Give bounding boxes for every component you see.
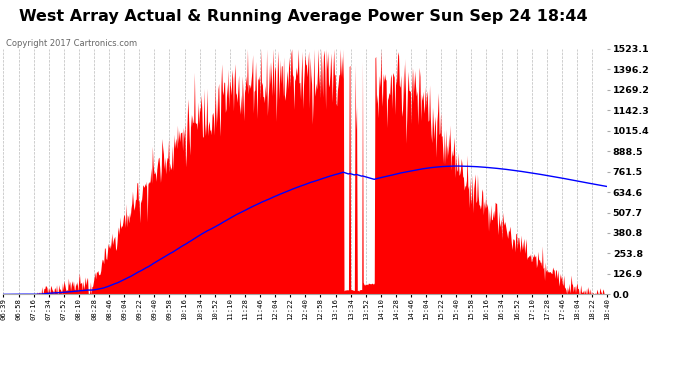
Text: Copyright 2017 Cartronics.com: Copyright 2017 Cartronics.com bbox=[6, 39, 137, 48]
Text: West Array  (DC Watts): West Array (DC Watts) bbox=[546, 36, 659, 45]
Text: West Array Actual & Running Average Power Sun Sep 24 18:44: West Array Actual & Running Average Powe… bbox=[19, 9, 588, 24]
Text: Average  (DC Watts): Average (DC Watts) bbox=[415, 36, 515, 45]
